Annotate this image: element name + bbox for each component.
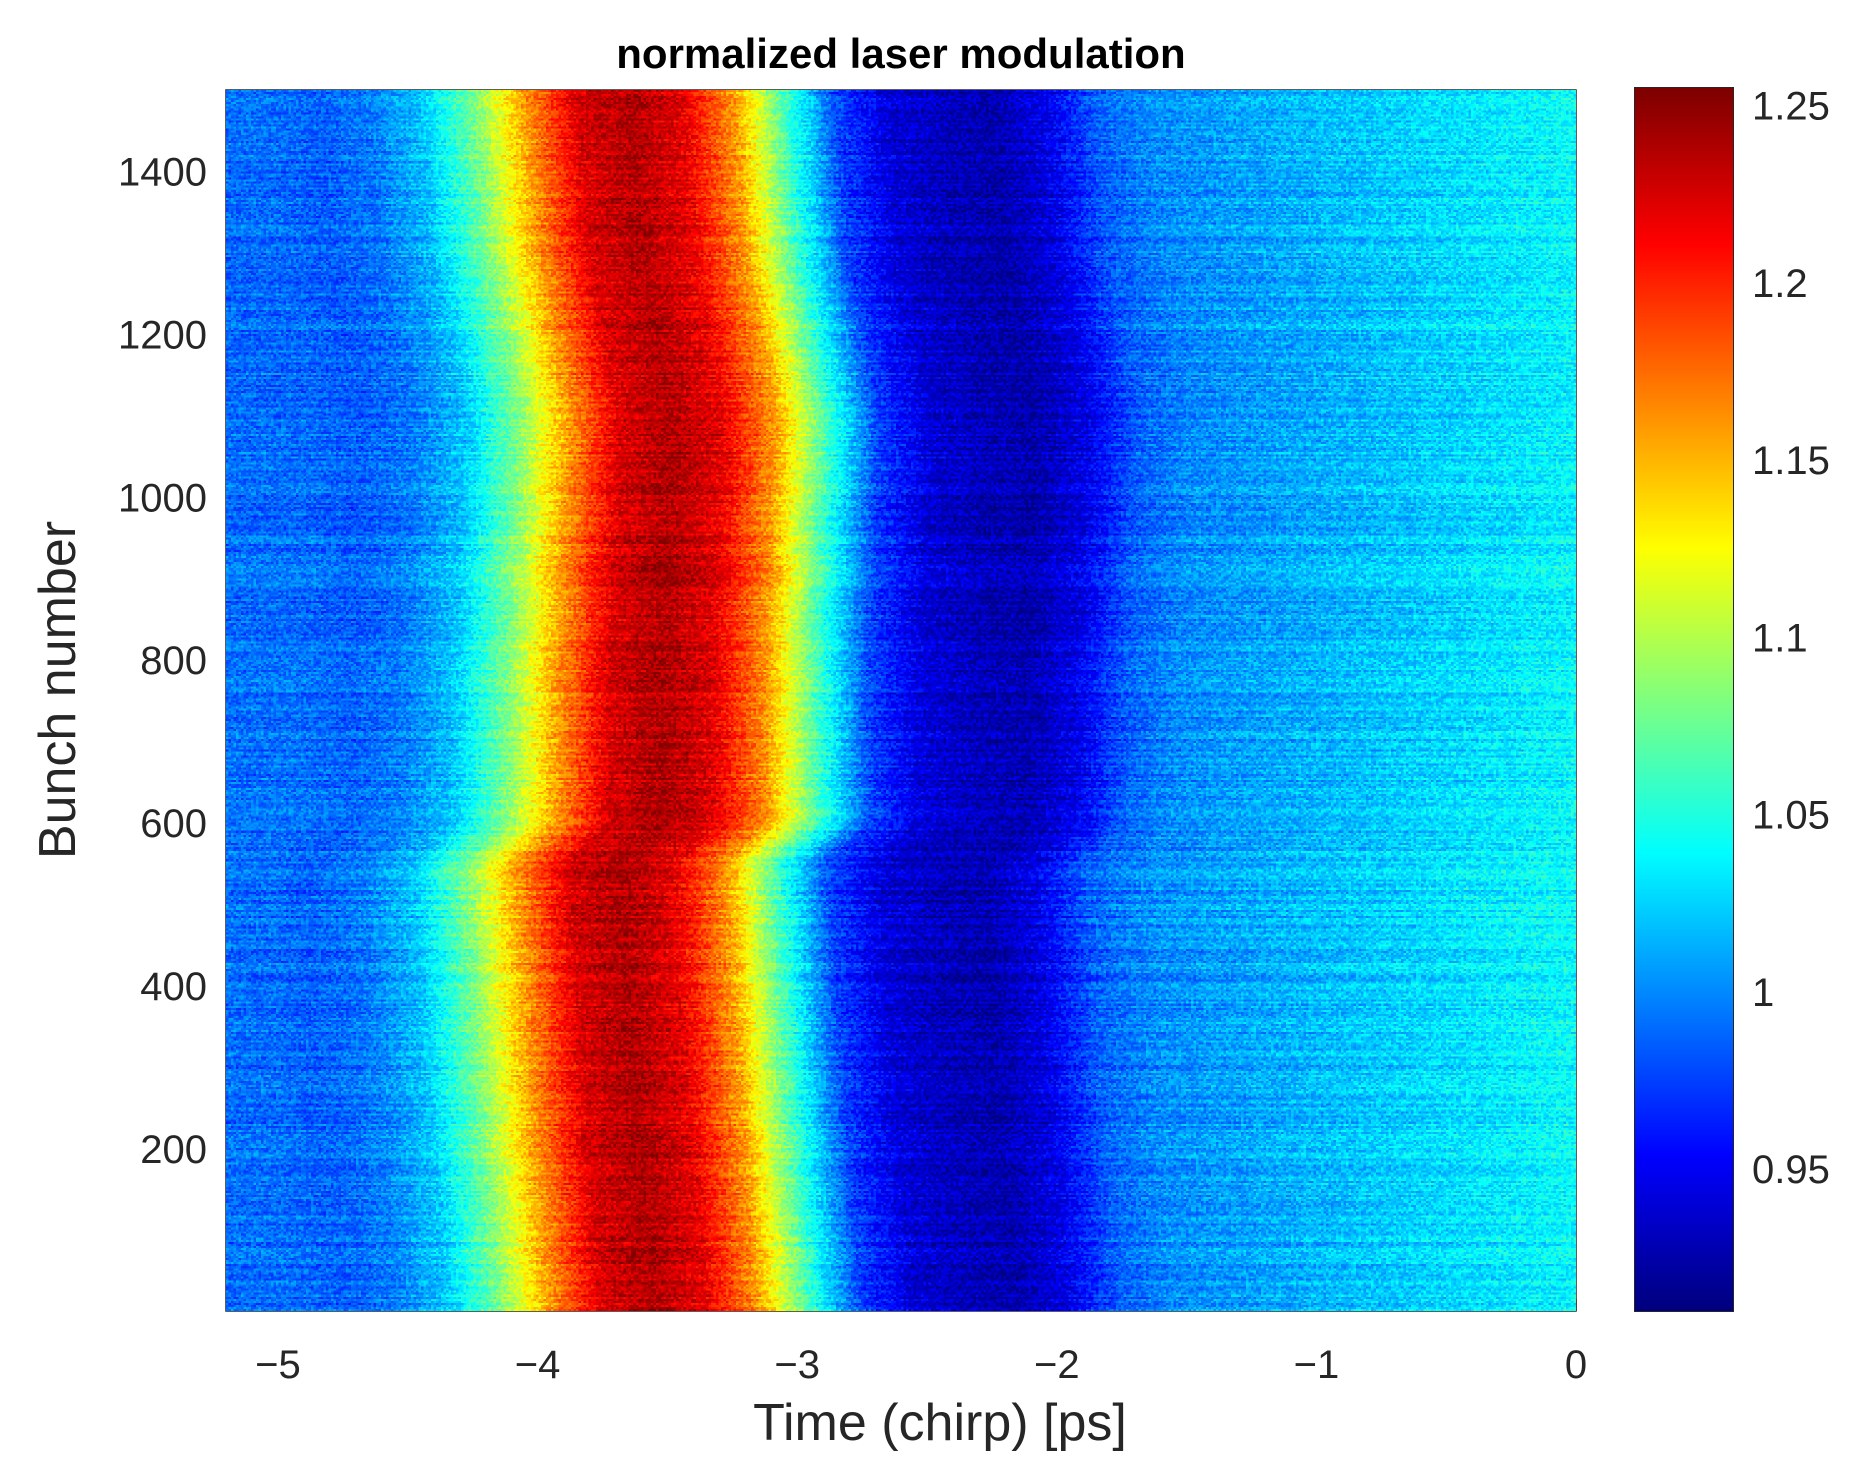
y-tick-label: 800 <box>140 639 207 683</box>
y-tick-label: 1200 <box>118 313 207 357</box>
y-tick-label: 200 <box>140 1128 207 1172</box>
chart-title: normalized laser modulation <box>616 30 1185 77</box>
x-tick-label: −3 <box>774 1343 820 1387</box>
colorbar-tick-label: 0.95 <box>1752 1148 1830 1192</box>
y-tick-label: 600 <box>140 802 207 846</box>
x-tick-label: 0 <box>1565 1343 1587 1387</box>
colorbar-tick-label: 1 <box>1752 971 1774 1015</box>
x-axis-label: Time (chirp) [ps] <box>753 1394 1127 1452</box>
x-tick-label: −5 <box>255 1343 301 1387</box>
x-tick-label: −1 <box>1294 1343 1340 1387</box>
x-axis: −5 −4 −3 −2 −1 0 <box>255 1299 1587 1387</box>
colorbar-tick-label: 1.2 <box>1752 262 1808 306</box>
y-tick-label: 1000 <box>118 476 207 520</box>
colorbar-tick-label: 1.1 <box>1752 616 1808 660</box>
heatmap-image <box>226 90 1576 1311</box>
colorbar-axis: 0.95 1 1.05 1.1 1.15 1.2 1.25 <box>1635 85 1830 1192</box>
y-tick-label: 400 <box>140 965 207 1009</box>
colorbar-tick-label: 1.25 <box>1752 85 1830 129</box>
colorbar-tick-label: 1.15 <box>1752 439 1830 483</box>
y-axis: 200 400 600 800 1000 1200 1400 <box>118 150 238 1172</box>
y-axis-label: Bunch number <box>29 521 87 859</box>
colorbar-tick-label: 1.05 <box>1752 794 1830 838</box>
y-tick-label: 1400 <box>118 150 207 194</box>
x-tick-label: −2 <box>1034 1343 1080 1387</box>
colorbar-gradient <box>1635 88 1733 1311</box>
x-tick-label: −4 <box>515 1343 561 1387</box>
